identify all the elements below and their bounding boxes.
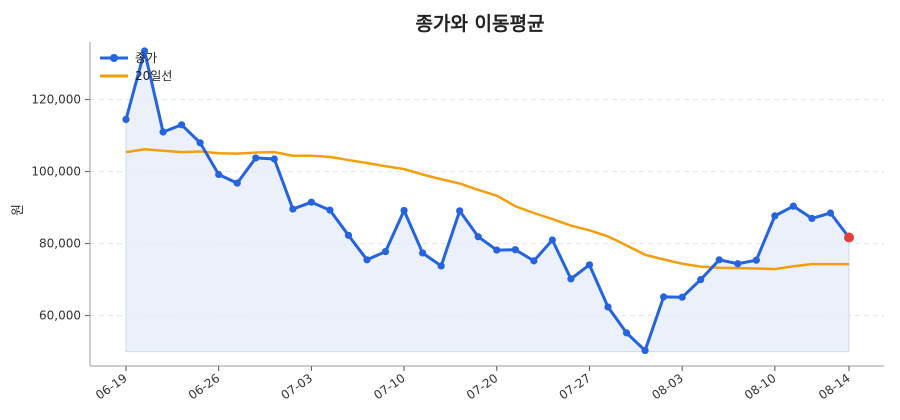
y-tick-label: 100,000 <box>31 165 81 179</box>
close-point <box>400 206 408 215</box>
close-point <box>752 256 760 264</box>
close-point <box>734 260 742 268</box>
x-tick-label: 06-26 <box>186 371 223 402</box>
close-point <box>826 209 835 217</box>
close-point <box>678 293 686 301</box>
close-point <box>530 257 538 265</box>
close-point <box>660 293 668 301</box>
x-tick-label: 07-03 <box>279 371 316 402</box>
close-area <box>125 50 850 353</box>
y-axis-label: 원 <box>11 204 26 216</box>
legend: 종가 20일선 <box>100 51 172 83</box>
x-tick-label: 06-19 <box>93 371 130 402</box>
x-tick-label: 07-20 <box>464 371 501 402</box>
close-point <box>474 233 482 241</box>
close-line <box>124 49 851 353</box>
close-point <box>808 214 816 222</box>
x-tick-label: 07-10 <box>371 371 408 402</box>
y-tick-label: 80,000 <box>39 237 81 251</box>
close-point <box>122 115 130 123</box>
close-point <box>622 329 631 337</box>
legend-ma20-label: 20일선 <box>135 69 172 83</box>
x-tick-label: 08-03 <box>649 371 686 402</box>
close-point <box>437 262 445 270</box>
close-point <box>178 121 186 129</box>
close-point <box>789 202 797 210</box>
close-point <box>715 256 723 264</box>
series-lines <box>124 49 851 353</box>
y-tick-label: 120,000 <box>31 93 81 107</box>
close-point <box>196 139 204 147</box>
close-point <box>140 47 149 55</box>
x-tick-label: 08-14 <box>816 371 853 402</box>
close-point <box>159 128 167 136</box>
close-point <box>233 179 241 187</box>
close-point <box>456 207 464 215</box>
close-last-point <box>844 232 854 243</box>
close-point <box>289 205 297 213</box>
close-point <box>419 249 427 257</box>
legend-close-label: 종가 <box>135 51 157 65</box>
close-point <box>307 198 315 206</box>
data-points <box>122 47 854 355</box>
chart-title: 종가와 이동평균 <box>416 13 545 35</box>
close-point <box>697 276 705 284</box>
x-tick-label: 08-10 <box>742 371 779 402</box>
close-point <box>604 303 612 311</box>
close-point <box>771 212 779 220</box>
close-point <box>381 247 390 256</box>
close-point <box>567 275 575 283</box>
close-point <box>363 256 371 264</box>
area-fill <box>125 50 850 353</box>
close-point <box>493 246 501 254</box>
close-point <box>548 236 556 244</box>
ma20-line <box>125 148 849 271</box>
legend-close-marker <box>110 54 118 62</box>
close-point <box>326 206 334 214</box>
close-point <box>270 155 278 163</box>
y-tick-label: 60,000 <box>39 309 81 323</box>
close-point <box>585 261 594 269</box>
close-point <box>641 346 649 355</box>
close-point <box>252 154 260 162</box>
close-point <box>511 246 519 254</box>
close-point <box>344 231 353 239</box>
x-tick-label: 07-27 <box>557 371 594 402</box>
close-point <box>215 170 223 179</box>
